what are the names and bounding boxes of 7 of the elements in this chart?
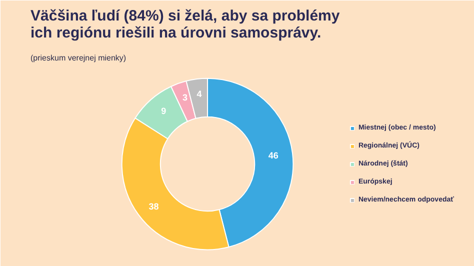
data-label: 4	[196, 88, 202, 99]
data-label: 3	[182, 92, 188, 102]
data-label: 46	[268, 150, 278, 161]
chart-subtitle: (prieskum verejnej mienky)	[30, 54, 126, 62]
data-label: 38	[148, 201, 159, 212]
data-label: 9	[161, 106, 166, 116]
chart-title: Väčšina ľudí (84%) si želá, aby sa problémy ich regiónu riešili na úrovni samosprávy.	[30, 8, 340, 42]
